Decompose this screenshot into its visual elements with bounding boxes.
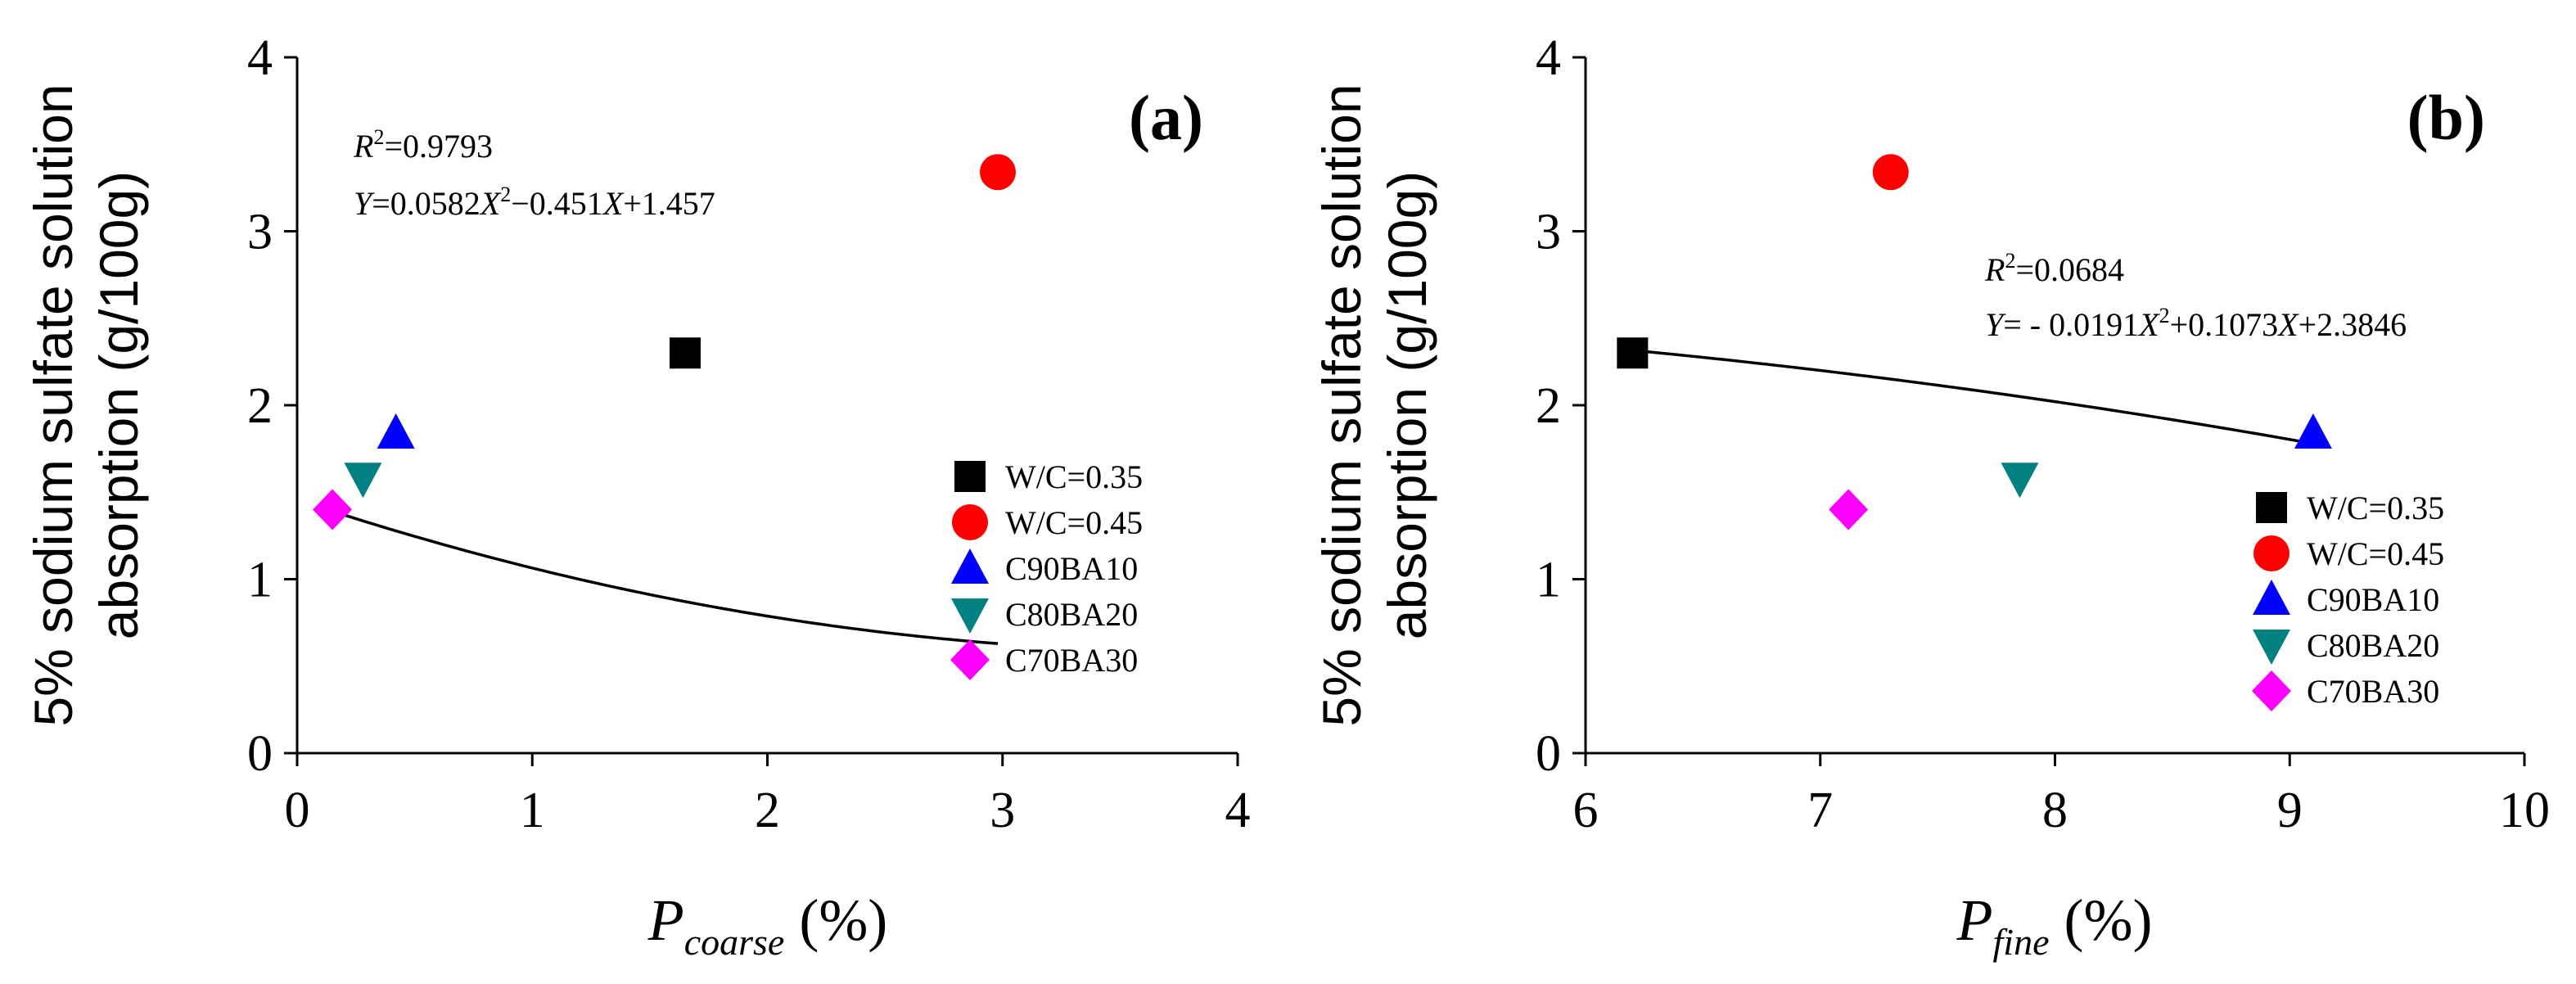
legend-marker xyxy=(951,598,989,634)
y-axis-label: 5% sodium sulfate solution xyxy=(1311,84,1372,726)
r-squared-symbol: R xyxy=(1984,251,2005,288)
y-tick-label: 0 xyxy=(247,726,273,782)
equation-y: Y xyxy=(354,185,375,222)
legend-marker xyxy=(951,548,989,584)
equation-x-squared: X xyxy=(479,185,502,222)
data-point xyxy=(344,463,382,499)
legend-marker xyxy=(954,461,986,492)
y-tick-label: 2 xyxy=(247,378,273,434)
x-tick-label: 6 xyxy=(1573,783,1599,838)
legend-label: C90BA10 xyxy=(2307,581,2439,618)
y-tick-label: 4 xyxy=(1536,30,1561,86)
equation-coef-b: +0.1073 xyxy=(2170,306,2279,343)
fit-equation: Y= - 0.0191X2+0.1073X+2.3846 xyxy=(1985,304,2407,343)
legend-marker xyxy=(950,639,990,680)
legend-label: C70BA30 xyxy=(1005,642,1138,679)
y-tick-label: 2 xyxy=(1536,378,1561,434)
legend-marker xyxy=(2252,670,2291,711)
r-squared-symbol: R xyxy=(353,128,373,165)
x-tick-label: 3 xyxy=(990,783,1015,838)
x-axis-label-symbol: P xyxy=(647,887,684,953)
panel-label: (b) xyxy=(2407,82,2485,153)
data-point xyxy=(2294,413,2332,449)
y-tick-label: 1 xyxy=(247,553,273,608)
equation-exponent: 2 xyxy=(2159,304,2170,327)
legend-marker xyxy=(2253,535,2290,571)
x-tick-label: 8 xyxy=(2042,783,2068,838)
equation-y: Y xyxy=(1985,306,2006,343)
equation-coef-b: −0.451 xyxy=(511,185,603,222)
x-axis-label-subscript: fine xyxy=(1993,921,2050,963)
panel-b: 0 1 2 3 4 6 7 8 9 10 5% sodium sulfate solution abs… xyxy=(1311,30,2550,963)
panel-label: (a) xyxy=(1129,82,1203,153)
y-tick-label: 1 xyxy=(1536,553,1561,608)
r-squared-value: =0.0684 xyxy=(2015,251,2124,288)
r-squared-label: R2=0.0684 xyxy=(1984,249,2124,288)
data-point xyxy=(980,154,1017,191)
data-point xyxy=(1829,489,1869,530)
equation-x-squared: X xyxy=(2137,306,2160,343)
equation-coef-c: +2.3846 xyxy=(2299,306,2407,343)
r-squared-label: R2=0.9793 xyxy=(353,125,493,165)
legend-marker xyxy=(2253,580,2290,615)
equation-coef-c: +1.457 xyxy=(623,185,715,222)
legend-label: C80BA20 xyxy=(1005,596,1138,633)
y-tick-label: 3 xyxy=(247,205,273,260)
data-point xyxy=(1617,337,1649,369)
fit-curve xyxy=(1632,349,2314,445)
legend-label: W/C=0.35 xyxy=(2307,490,2444,526)
equation-coef-a: = - 0.0191 xyxy=(2003,306,2139,343)
fit-curve xyxy=(332,509,999,645)
legend-label: C70BA30 xyxy=(2307,673,2439,710)
data-point xyxy=(313,489,353,530)
y-tick-label: 3 xyxy=(1536,205,1561,260)
y-tick-label: 4 xyxy=(247,30,273,86)
x-axis-label: Pfine (%) xyxy=(1956,887,2153,963)
y-axis-label: absorption (g/100g) xyxy=(1377,171,1437,639)
x-tick-label: 7 xyxy=(1807,783,1833,838)
data-point xyxy=(1872,154,1909,191)
x-axis-label: Pcoarse (%) xyxy=(647,887,888,963)
x-tick-label: 1 xyxy=(520,783,545,838)
r-squared-exponent: 2 xyxy=(373,125,384,149)
data-point xyxy=(2001,463,2039,499)
legend-label: C80BA20 xyxy=(2307,627,2439,664)
x-tick-label: 10 xyxy=(2499,783,2550,838)
equation-exponent: 2 xyxy=(500,183,511,206)
data-point xyxy=(669,337,701,369)
r-squared-exponent: 2 xyxy=(2005,249,2015,273)
r-squared-value: =0.9793 xyxy=(384,128,493,165)
equation-x: X xyxy=(602,185,625,222)
y-axis-label: absorption (g/100g) xyxy=(88,171,149,639)
x-tick-label: 4 xyxy=(1225,783,1251,838)
equation-coef-a: =0.0582 xyxy=(372,185,480,222)
panel-a: 0 1 2 3 4 0 1 2 3 4 5% sodium sulfate solution abso… xyxy=(23,30,1251,963)
data-point xyxy=(377,413,415,449)
x-tick-label: 2 xyxy=(755,783,780,838)
legend-label: W/C=0.45 xyxy=(2307,535,2444,572)
legend-label: C90BA10 xyxy=(1005,550,1138,587)
equation-x: X xyxy=(2276,306,2299,343)
fit-equation: Y=0.0582X2−0.451X+1.457 xyxy=(354,183,715,222)
x-axis-label-subscript: coarse xyxy=(684,921,785,963)
y-tick-label: 0 xyxy=(1536,726,1561,782)
x-axis-label-unit: (%) xyxy=(2050,887,2153,953)
x-axis-label-symbol: P xyxy=(1956,887,1993,953)
legend-label: W/C=0.45 xyxy=(1005,504,1143,541)
x-tick-label: 0 xyxy=(285,783,310,838)
legend-marker xyxy=(2256,492,2287,523)
x-axis-label-unit: (%) xyxy=(784,887,887,953)
legend-marker xyxy=(2253,630,2290,665)
legend-marker xyxy=(952,504,988,540)
x-tick-label: 9 xyxy=(2277,783,2303,838)
legend-label: W/C=0.35 xyxy=(1005,458,1143,495)
y-axis-label: 5% sodium sulfate solution xyxy=(23,84,83,726)
